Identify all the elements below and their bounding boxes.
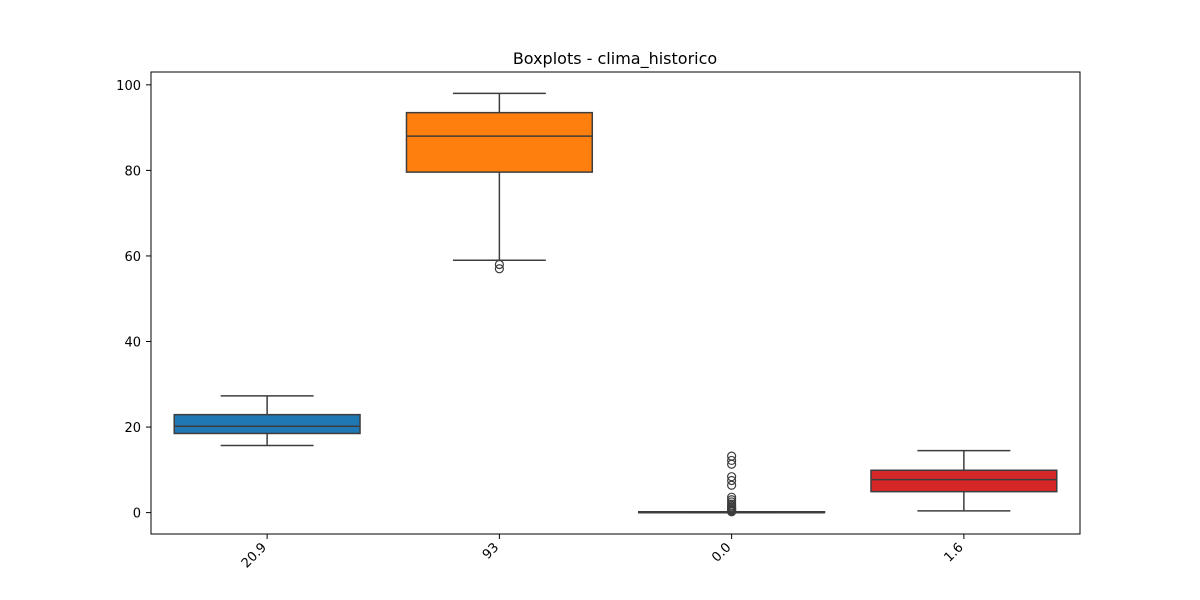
x-tick-label: 93 — [480, 540, 502, 562]
x-tick-label: 0.0 — [709, 540, 734, 565]
outlier-point — [727, 495, 737, 505]
outlier-point — [727, 451, 737, 461]
outlier-point — [727, 475, 737, 486]
outlier-point — [494, 264, 504, 274]
x-tick-label: 1.6 — [941, 540, 966, 565]
iqr-box — [870, 469, 1058, 493]
y-tick-label: 80 — [124, 164, 141, 179]
outlier-point — [727, 492, 737, 502]
plot-area — [173, 92, 1058, 517]
outlier-point — [727, 480, 737, 490]
box-group-2 — [637, 451, 826, 517]
plot-frame — [150, 71, 1081, 535]
x-tick-label: 20.9 — [239, 540, 270, 571]
outlier-point — [727, 472, 737, 482]
chart-title: Boxplots - clima_historico — [513, 49, 717, 69]
iqr-box — [173, 413, 361, 435]
outlier-point — [494, 259, 504, 270]
y-tick-label: 60 — [124, 250, 141, 265]
y-tick-label: 0 — [133, 507, 141, 522]
box-group-3 — [870, 449, 1058, 512]
y-tick-label: 40 — [124, 336, 141, 351]
box-group-1 — [405, 92, 594, 274]
iqr-box — [405, 111, 594, 173]
box-group-0 — [173, 395, 361, 447]
y-tick-label: 20 — [124, 421, 141, 436]
outlier-point — [727, 455, 737, 466]
y-tick-label: 100 — [116, 79, 141, 94]
